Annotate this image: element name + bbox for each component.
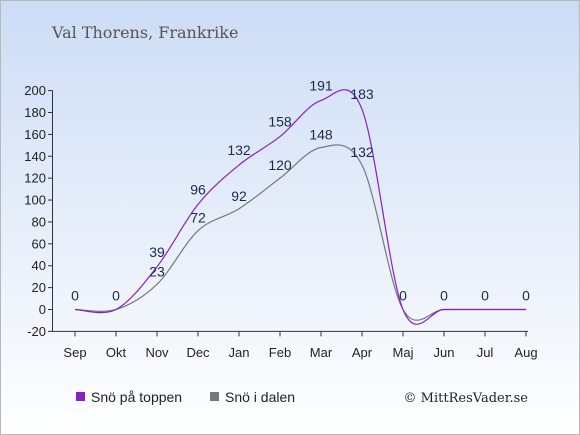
data-label-top: 0 [112,288,120,304]
x-tick-label: Jan [229,345,250,360]
y-tick-label: 120 [24,171,46,186]
x-tick-label: Aug [514,345,537,360]
data-label-top: 0 [440,288,448,304]
data-label-valley: 120 [268,157,292,173]
y-tick-label: 160 [24,127,46,142]
y-tick-label: 80 [32,214,46,229]
y-tick-label: 20 [32,280,46,295]
x-tick-label: Maj [393,345,414,360]
y-tick-label: 180 [24,105,46,120]
legend-label-top: Snö på toppen [91,389,182,405]
data-label-top: 0 [399,288,407,304]
data-label-top: 39 [149,244,165,260]
x-tick-label: Sep [63,345,86,360]
legend-swatch-top [76,392,85,401]
data-label-top: 132 [227,142,251,158]
series-line-top [74,89,526,325]
y-tick-label: 140 [24,149,46,164]
data-label-top: 0 [522,288,530,304]
x-tick-label: Nov [145,345,169,360]
legend-swatch-valley [210,392,219,401]
y-tick-label: 0 [39,302,46,317]
axes: -20 0 20 40 60 80 100 120 140 160 180 200 Sep Okt Nov D… [24,83,537,360]
data-label-valley: 148 [309,127,333,143]
x-tick-label: Jul [477,345,494,360]
x-tick-label: Mar [310,345,333,360]
data-labels: 0 0 39 96 132 158 191 183 0 0 0 0 23 72 92 120 148 132 [71,77,530,303]
chart-title: Val Thorens, Frankrike [51,23,238,42]
x-tick-label: Jun [434,345,455,360]
data-label-top: 158 [268,114,292,130]
x-tick-label: Feb [269,345,291,360]
data-label-valley: 132 [350,144,374,160]
data-label-top: 0 [71,288,79,304]
data-label-valley: 92 [231,188,247,204]
data-label-valley: 72 [190,210,206,226]
legend: Snö på toppen Snö i dalen [76,389,295,405]
x-tick-label: Apr [352,345,373,360]
data-label-top: 191 [309,77,333,93]
data-label-top: 0 [481,288,489,304]
y-tick-label: 200 [24,83,46,98]
y-tick-label: 40 [32,258,46,273]
data-label-top: 183 [350,86,374,102]
x-tick-label: Okt [106,345,127,360]
legend-label-valley: Snö i dalen [225,389,295,405]
series-layer [74,89,526,325]
y-tick-label: -20 [27,324,46,339]
credit-text: © MittResVader.se [404,391,529,406]
y-tick-label: 60 [32,236,46,251]
y-tick-label: 100 [24,193,46,208]
x-tick-label: Dec [186,345,210,360]
data-label-top: 96 [190,181,206,197]
data-label-valley: 23 [149,263,165,279]
